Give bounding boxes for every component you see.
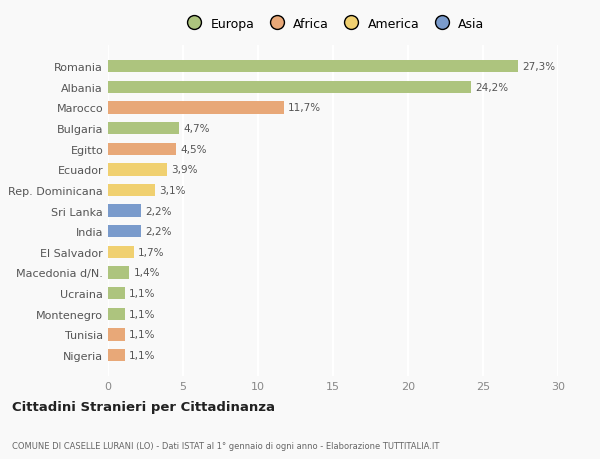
Text: 1,1%: 1,1% bbox=[129, 350, 155, 360]
Bar bbox=[108, 349, 125, 361]
Bar bbox=[108, 329, 125, 341]
Bar bbox=[108, 123, 179, 135]
Bar bbox=[108, 185, 155, 197]
Bar bbox=[108, 205, 141, 217]
Bar bbox=[108, 287, 125, 300]
Text: 4,7%: 4,7% bbox=[183, 124, 209, 134]
Bar bbox=[108, 246, 133, 258]
Text: Cittadini Stranieri per Cittadinanza: Cittadini Stranieri per Cittadinanza bbox=[12, 400, 275, 413]
Text: 3,1%: 3,1% bbox=[159, 185, 185, 196]
Text: COMUNE DI CASELLE LURANI (LO) - Dati ISTAT al 1° gennaio di ogni anno - Elaboraz: COMUNE DI CASELLE LURANI (LO) - Dati IST… bbox=[12, 441, 439, 450]
Bar bbox=[108, 225, 141, 238]
Bar bbox=[108, 267, 129, 279]
Text: 27,3%: 27,3% bbox=[522, 62, 555, 72]
Text: 2,2%: 2,2% bbox=[146, 206, 172, 216]
Bar bbox=[108, 82, 471, 94]
Bar bbox=[108, 164, 167, 176]
Text: 11,7%: 11,7% bbox=[288, 103, 321, 113]
Bar bbox=[108, 143, 176, 156]
Text: 1,1%: 1,1% bbox=[129, 309, 155, 319]
Text: 1,7%: 1,7% bbox=[138, 247, 164, 257]
Legend: Europa, Africa, America, Asia: Europa, Africa, America, Asia bbox=[179, 15, 487, 33]
Bar bbox=[108, 61, 517, 73]
Text: 1,4%: 1,4% bbox=[133, 268, 160, 278]
Text: 24,2%: 24,2% bbox=[476, 83, 509, 93]
Text: 1,1%: 1,1% bbox=[129, 330, 155, 340]
Text: 4,5%: 4,5% bbox=[180, 145, 206, 154]
Text: 3,9%: 3,9% bbox=[171, 165, 197, 175]
Bar bbox=[108, 308, 125, 320]
Text: 2,2%: 2,2% bbox=[146, 227, 172, 237]
Bar bbox=[108, 102, 284, 114]
Text: 1,1%: 1,1% bbox=[129, 288, 155, 298]
